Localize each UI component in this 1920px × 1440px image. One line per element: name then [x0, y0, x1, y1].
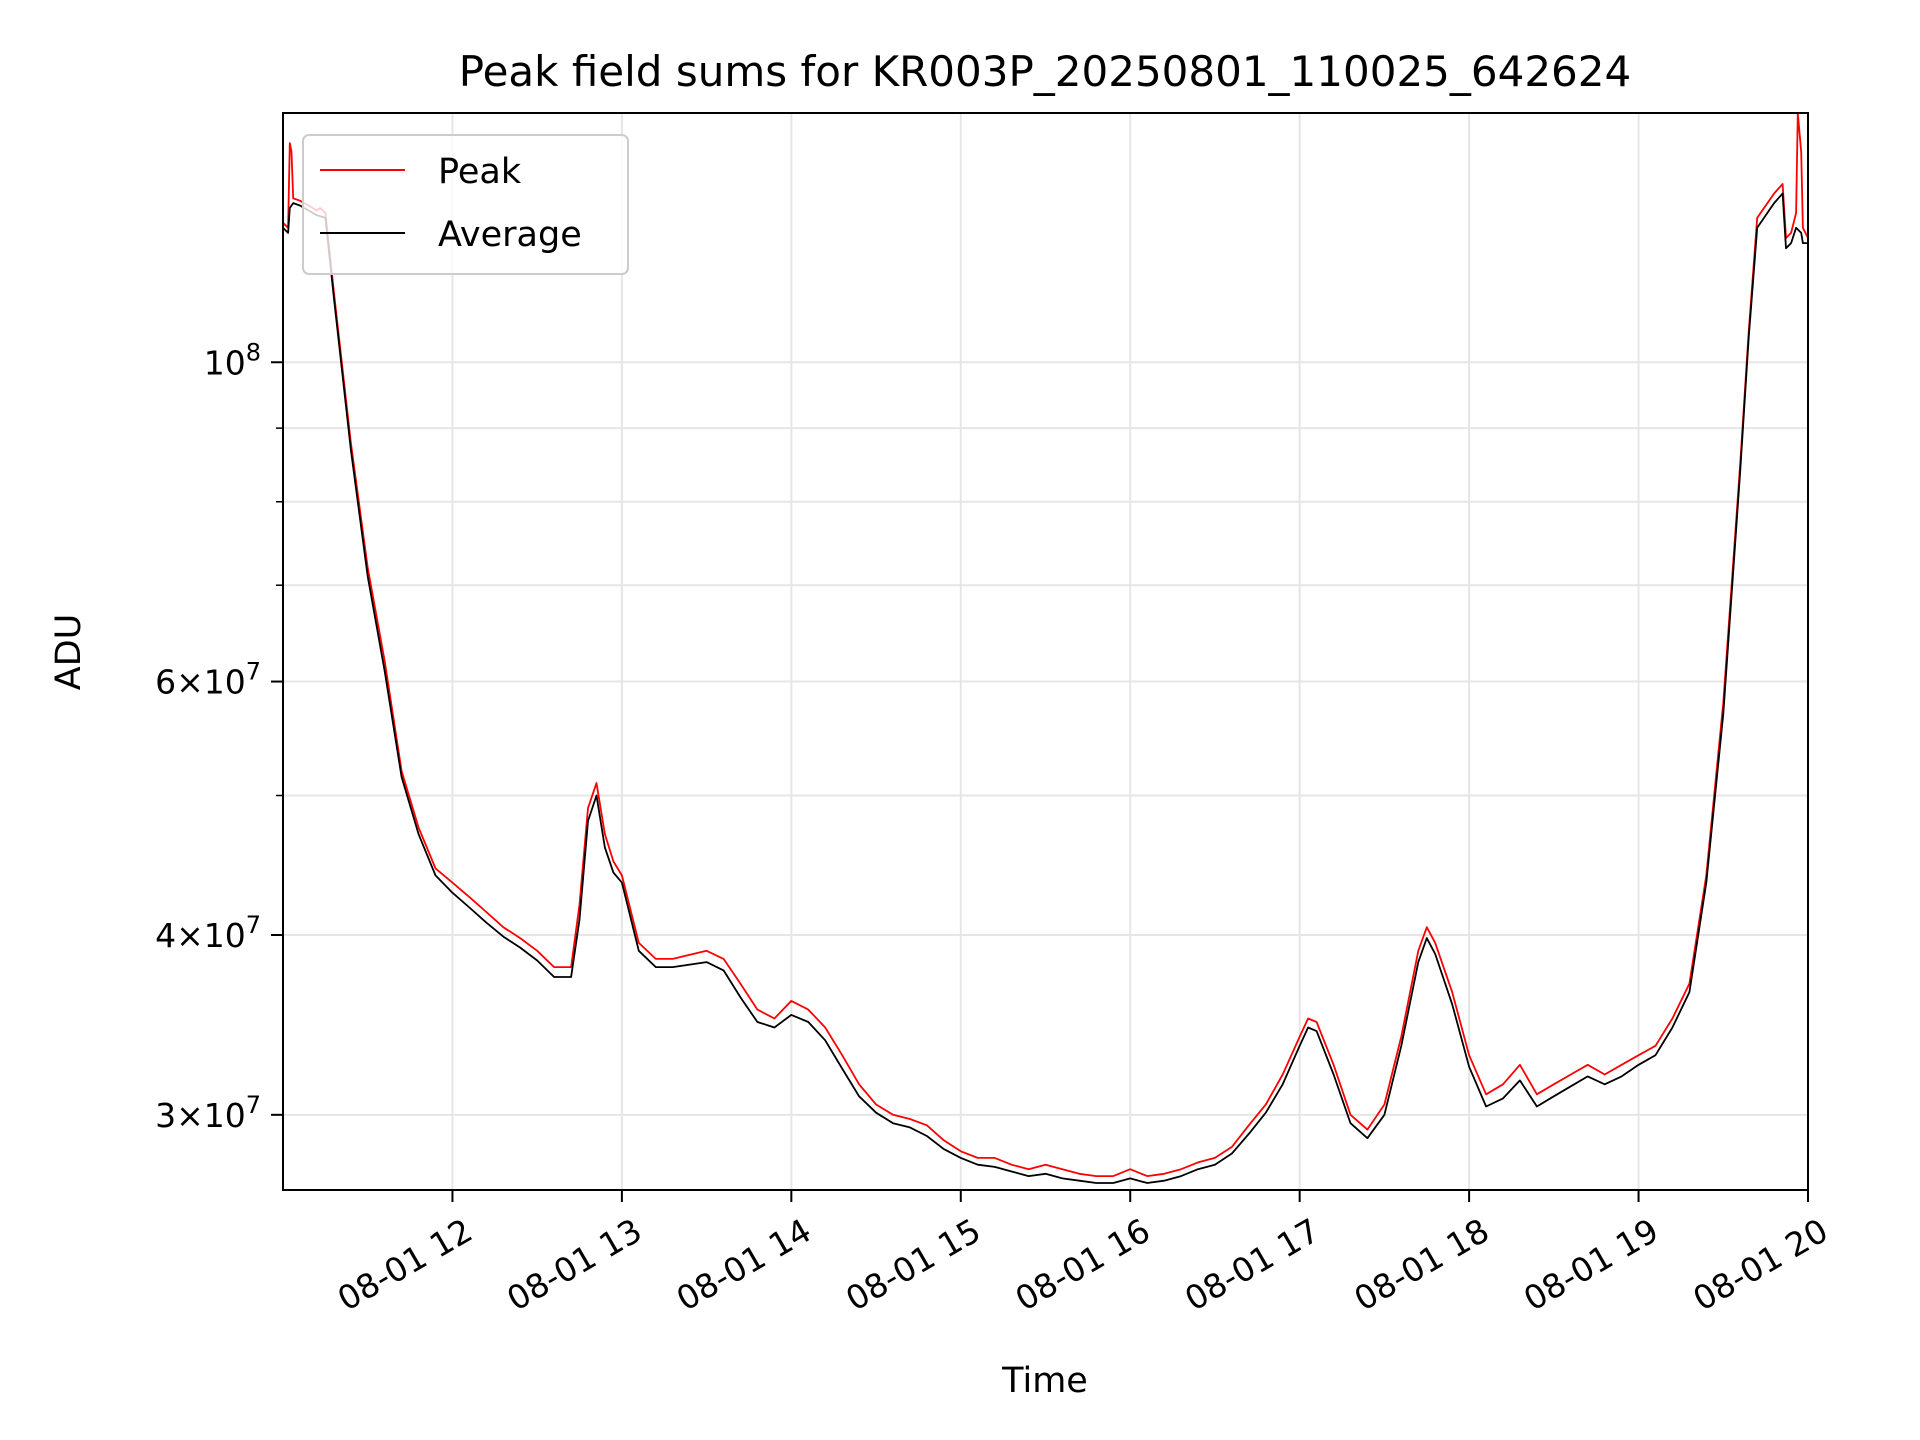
x-tick-label: 08-01 16: [1009, 1211, 1157, 1319]
y-axis: 3×107 4×107 6×107 108: [155, 338, 283, 1135]
x-axis: 08-01 12 08-01 13 08-01 14 08-01 15 08-01 16…: [331, 1190, 1834, 1319]
y-tick-exponent: 7: [246, 911, 261, 939]
grid-layer: [283, 113, 1809, 1190]
chart-title: Peak field sums for KR003P_20250801_1100…: [459, 47, 1631, 96]
y-tick-exponent: 8: [246, 338, 261, 366]
x-axis-title: Time: [1001, 1361, 1088, 1401]
series-line-average: [282, 192, 1809, 1184]
x-tick-label: 08-01 12: [331, 1211, 479, 1319]
legend-label-average: Average: [438, 215, 582, 255]
x-tick-label: 08-01 19: [1517, 1211, 1665, 1319]
y-tick-label: 3×107: [155, 1091, 261, 1135]
plot-frame: [282, 112, 1809, 1191]
x-tick-label: 08-01 20: [1686, 1211, 1834, 1319]
y-axis-title: ADU: [49, 614, 89, 691]
y-tick-exponent: 7: [246, 1091, 261, 1119]
legend: Peak Average: [302, 134, 629, 275]
x-tick-label: 08-01 13: [500, 1211, 648, 1319]
series-layer: [282, 112, 1809, 1184]
x-tick-label: 08-01 17: [1178, 1211, 1326, 1319]
y-tick-label: 108: [204, 338, 261, 382]
y-tick-label: 6×107: [155, 658, 261, 702]
x-tick-label: 08-01 14: [670, 1211, 818, 1319]
x-tick-label: 08-01 18: [1348, 1211, 1496, 1319]
y-tick-exponent: 7: [246, 658, 261, 686]
legend-label-peak: Peak: [438, 152, 522, 192]
y-tick-label: 4×107: [155, 911, 261, 955]
x-tick-label: 08-01 15: [839, 1211, 987, 1319]
series-line-peak: [282, 112, 1809, 1177]
